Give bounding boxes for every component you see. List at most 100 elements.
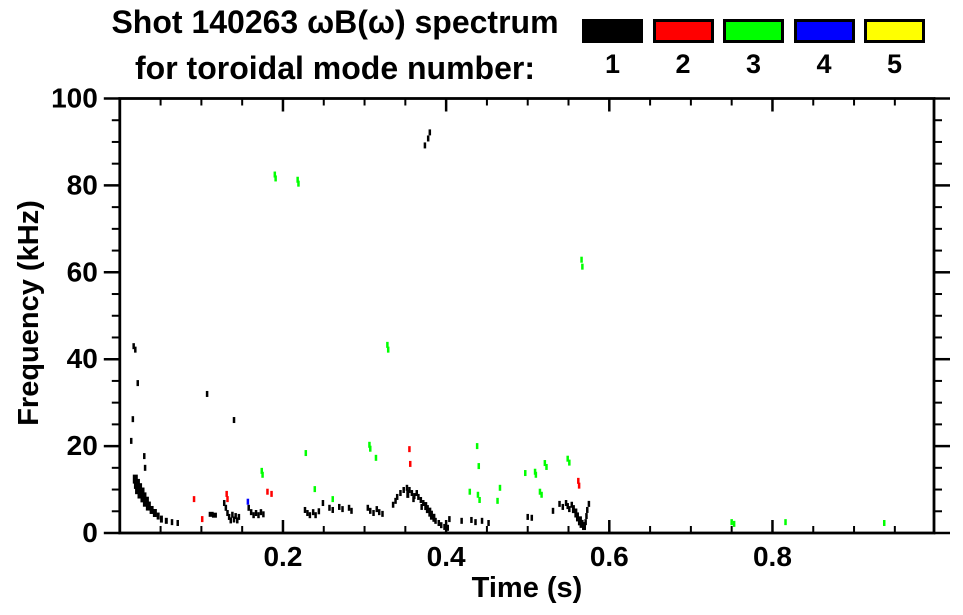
data-point <box>246 498 250 505</box>
legend-swatch-mode-3 <box>723 19 784 43</box>
plot-frame <box>118 97 936 535</box>
data-point <box>394 497 397 504</box>
data-point <box>538 488 542 495</box>
data-point <box>424 502 428 511</box>
data-point <box>487 520 490 527</box>
data-point <box>564 500 568 507</box>
legend-swatch-mode-2 <box>652 19 714 43</box>
chart-title-line2: for toroidal mode number: <box>135 50 535 86</box>
data-point <box>580 256 583 263</box>
data-point <box>730 519 733 526</box>
data-point <box>540 491 543 498</box>
series-n=3 <box>260 171 886 527</box>
data-point <box>428 507 432 517</box>
data-point <box>313 486 317 493</box>
data-point <box>134 346 137 353</box>
data-point <box>426 135 430 142</box>
series-n=2 <box>192 446 581 523</box>
data-point <box>372 510 375 517</box>
data-point <box>425 505 429 514</box>
data-point <box>306 510 309 517</box>
data-point <box>574 508 578 518</box>
data-point <box>530 514 534 521</box>
data-point <box>587 500 591 507</box>
data-point <box>129 437 133 444</box>
x-tick-label: 0.8 <box>753 541 792 572</box>
legend-swatch-mode-4 <box>793 19 855 43</box>
data-point <box>545 463 548 470</box>
data-point <box>347 504 351 511</box>
data-point <box>437 520 441 527</box>
data-point <box>386 346 390 353</box>
data-point <box>577 477 580 484</box>
data-point <box>369 445 372 452</box>
data-point <box>164 517 168 524</box>
data-points <box>129 129 886 531</box>
data-point <box>311 509 315 516</box>
data-point <box>571 505 575 514</box>
data-point <box>143 464 147 471</box>
data-point <box>732 520 736 527</box>
data-point <box>232 417 236 424</box>
data-point <box>412 496 415 503</box>
axis-ticks <box>103 97 950 535</box>
data-point <box>232 516 236 523</box>
data-point <box>415 490 419 497</box>
data-point <box>551 507 555 514</box>
data-point <box>413 493 416 500</box>
data-point <box>247 504 250 511</box>
data-point <box>474 519 477 526</box>
data-point <box>496 497 499 504</box>
legend-label-mode-3: 3 <box>745 49 762 79</box>
data-point <box>375 506 379 513</box>
y-tick-label: 40 <box>67 343 98 374</box>
data-point <box>446 524 450 531</box>
data-point <box>374 454 378 461</box>
data-point <box>131 416 135 423</box>
data-point <box>211 512 217 518</box>
data-point <box>236 517 239 524</box>
data-point <box>259 509 263 516</box>
data-point <box>266 488 269 495</box>
chart-title-line1: Shot 140263 ωB(ω) spectrum <box>111 4 559 40</box>
data-point <box>297 180 300 187</box>
data-point <box>296 176 299 183</box>
data-point <box>145 501 151 511</box>
data-point <box>429 510 433 520</box>
data-point <box>231 511 234 518</box>
legend-label-mode-4: 4 <box>816 49 832 79</box>
data-point <box>402 486 405 493</box>
data-point <box>570 501 574 508</box>
data-point <box>391 501 395 508</box>
data-point <box>408 460 412 467</box>
data-point <box>260 467 264 474</box>
data-point <box>328 504 331 511</box>
data-point <box>234 513 237 520</box>
y-tick-label: 80 <box>67 169 98 200</box>
legend-label-mode-1: 1 <box>604 49 621 79</box>
data-point <box>132 343 135 350</box>
data-point <box>338 503 341 510</box>
legend-label-mode-5: 5 <box>886 49 903 79</box>
data-point <box>419 496 423 503</box>
data-point <box>395 493 399 500</box>
data-point <box>533 468 537 475</box>
data-point <box>386 341 389 348</box>
data-point <box>480 517 484 524</box>
data-point <box>524 470 527 477</box>
data-point <box>249 509 253 516</box>
data-point <box>476 491 480 498</box>
data-point <box>237 513 241 520</box>
data-point <box>208 511 214 517</box>
data-point <box>579 519 584 528</box>
data-point <box>406 489 410 498</box>
data-point <box>261 471 264 478</box>
data-point <box>558 500 561 507</box>
data-point <box>156 512 160 520</box>
tick-labels: 0.2 0.4 0.6 0.8 0 20 40 60 80 100 <box>51 83 792 573</box>
data-point <box>149 505 154 514</box>
data-point <box>586 506 589 513</box>
x-axis-title: Time (s) <box>472 572 583 604</box>
x-tick-label: 0.4 <box>427 541 466 572</box>
data-point <box>170 519 174 526</box>
